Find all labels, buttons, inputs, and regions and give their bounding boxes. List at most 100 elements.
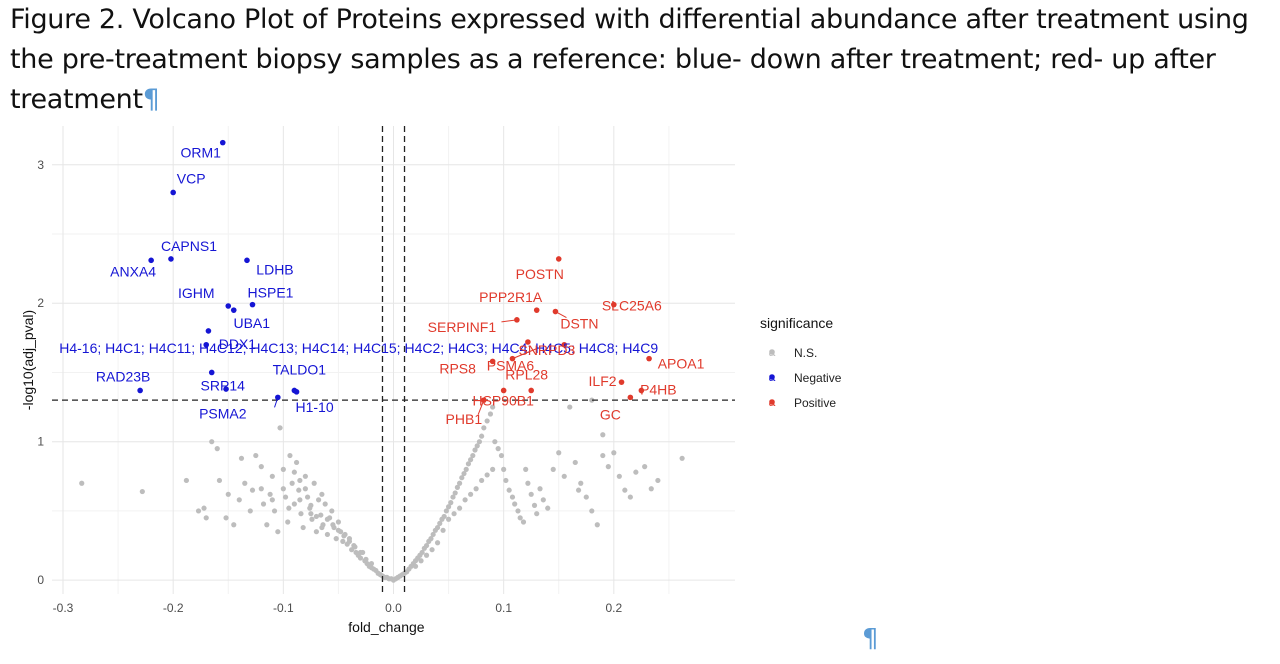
ns-point bbox=[231, 522, 237, 528]
ns-point bbox=[282, 494, 289, 500]
ns-point bbox=[520, 519, 527, 525]
negative-point-label: PSMA2 bbox=[199, 405, 247, 421]
ns-point bbox=[490, 466, 496, 472]
ns-point bbox=[313, 529, 319, 535]
ns-point bbox=[473, 486, 479, 492]
ns-point bbox=[459, 475, 465, 481]
ns-point bbox=[479, 477, 485, 484]
x-tick-label: -0.3 bbox=[53, 601, 74, 615]
end-pilcrow-mark: ¶ bbox=[862, 624, 879, 654]
ns-point bbox=[575, 487, 582, 493]
ns-point bbox=[487, 411, 494, 417]
negative-point-label: ORM1 bbox=[181, 145, 222, 161]
ns-point bbox=[324, 531, 331, 538]
ns-point bbox=[484, 472, 490, 478]
y-tick-label: 0 bbox=[37, 573, 44, 587]
positive-point-label: P4HB bbox=[640, 381, 677, 397]
ns-point bbox=[315, 497, 322, 503]
ns-point bbox=[335, 527, 342, 533]
ns-point bbox=[291, 469, 297, 475]
negative-point-label: LDHB bbox=[256, 261, 293, 277]
ns-point bbox=[280, 486, 286, 492]
ns-point bbox=[216, 477, 223, 484]
x-tick-label: 0.0 bbox=[385, 601, 402, 615]
ns-point bbox=[540, 497, 546, 503]
ns-point bbox=[79, 480, 85, 486]
ns-point bbox=[468, 491, 474, 497]
ns-point bbox=[600, 452, 606, 459]
ns-point bbox=[280, 466, 286, 472]
ns-point bbox=[523, 466, 529, 472]
ns-point bbox=[642, 464, 648, 470]
ns-point bbox=[528, 491, 534, 497]
ns-point bbox=[311, 480, 317, 486]
ns-point bbox=[448, 500, 454, 506]
ns-point bbox=[627, 494, 633, 500]
negative-point bbox=[244, 257, 250, 264]
ns-point bbox=[472, 447, 478, 453]
ns-point bbox=[341, 533, 347, 539]
ns-point bbox=[242, 480, 248, 486]
ns-point bbox=[517, 515, 523, 521]
ns-point bbox=[236, 497, 242, 503]
ns-point bbox=[445, 504, 452, 510]
positive-point bbox=[489, 358, 496, 365]
ns-point bbox=[633, 469, 639, 475]
legend-title: significance bbox=[760, 315, 833, 331]
ns-point bbox=[454, 484, 460, 490]
negative-point bbox=[208, 369, 215, 376]
ns-point bbox=[430, 531, 436, 538]
ns-point bbox=[481, 425, 487, 431]
ns-point bbox=[201, 505, 207, 511]
ns-point bbox=[484, 418, 490, 424]
ns-point bbox=[293, 459, 300, 466]
ns-point bbox=[583, 494, 589, 500]
ns-point bbox=[428, 536, 434, 542]
ns-point bbox=[286, 505, 292, 511]
ns-point bbox=[319, 491, 325, 497]
positive-point-label: HSP90B1 bbox=[472, 392, 534, 408]
ns-point bbox=[515, 508, 521, 514]
positive-point bbox=[618, 379, 625, 385]
y-tick-label: 2 bbox=[37, 296, 44, 310]
label-connector bbox=[555, 311, 567, 318]
ns-point bbox=[589, 397, 595, 403]
ns-point bbox=[300, 524, 306, 531]
ns-point bbox=[501, 466, 507, 472]
positive-point-label: SLC25A6 bbox=[602, 298, 662, 314]
ns-point bbox=[525, 480, 531, 486]
positive-point bbox=[627, 394, 634, 401]
positive-point-label: ILF2 bbox=[589, 373, 617, 389]
ns-point bbox=[492, 439, 498, 445]
x-tick-label: -0.2 bbox=[163, 601, 184, 615]
ns-point bbox=[648, 486, 654, 492]
positive-point bbox=[555, 256, 562, 262]
negative-point-label: SRP14 bbox=[201, 377, 246, 393]
ns-point bbox=[308, 511, 314, 517]
ns-point bbox=[578, 480, 584, 486]
pilcrow-mark: ¶ bbox=[142, 84, 160, 115]
positive-point-label: SERPINF1 bbox=[428, 319, 497, 335]
positive-point bbox=[638, 387, 645, 394]
negative-point-label: IGHM bbox=[178, 285, 215, 301]
positive-point-label: RPL28 bbox=[505, 366, 548, 382]
ns-point bbox=[238, 455, 245, 461]
positive-point-label: APOA1 bbox=[658, 356, 705, 372]
positive-point bbox=[525, 339, 531, 345]
ns-point bbox=[296, 487, 302, 493]
positive-point-label: GC bbox=[600, 406, 621, 422]
ns-point bbox=[209, 439, 215, 445]
ns-point bbox=[308, 502, 314, 508]
ns-point bbox=[291, 501, 297, 507]
positive-point-label: SNRPD3 bbox=[518, 342, 575, 358]
ns-point bbox=[440, 527, 446, 533]
ns-point bbox=[183, 477, 189, 484]
ns-point bbox=[495, 446, 501, 452]
ns-point bbox=[322, 501, 328, 507]
ns-point bbox=[498, 452, 505, 459]
ns-point bbox=[271, 508, 278, 514]
ns-point bbox=[456, 505, 463, 511]
ns-point bbox=[461, 470, 467, 477]
ns-point bbox=[285, 519, 291, 525]
ns-point bbox=[223, 515, 229, 521]
